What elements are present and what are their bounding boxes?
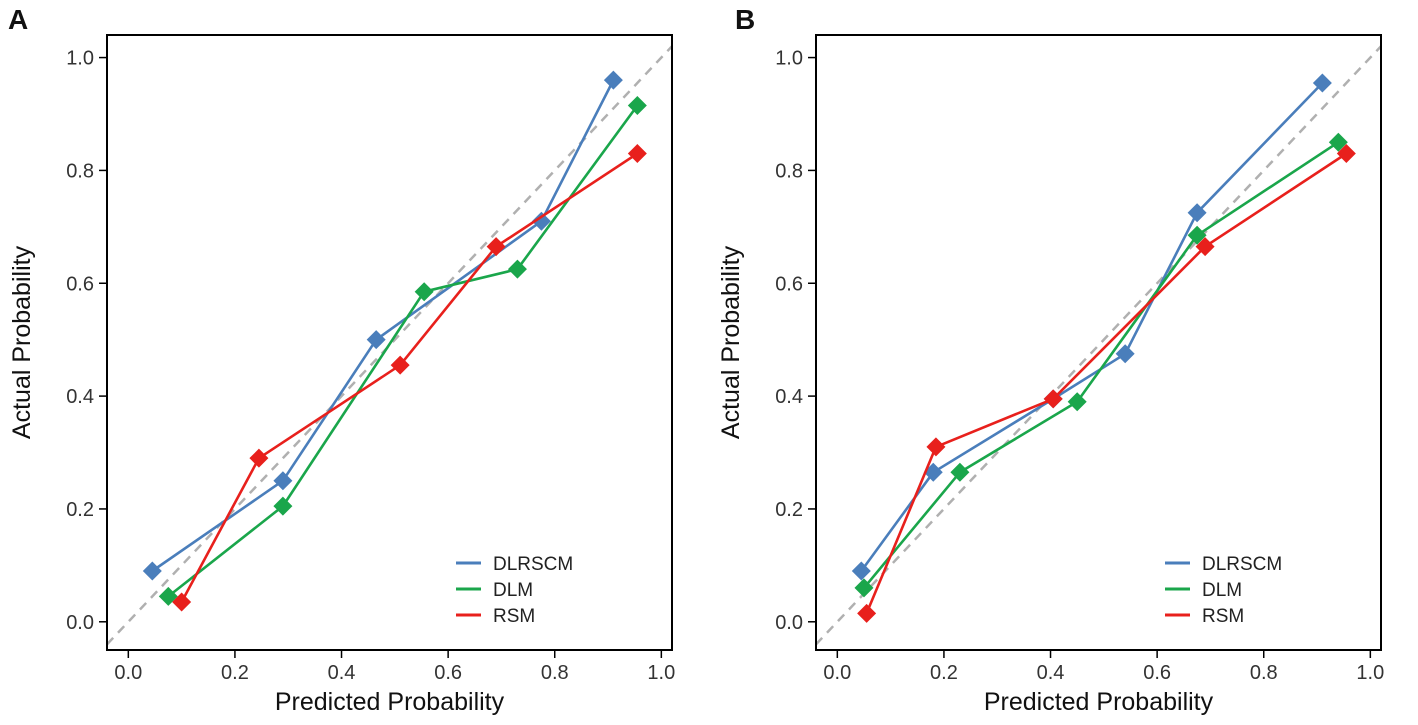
data-point-dlrscm bbox=[366, 330, 386, 350]
y-tick-label: 0.8 bbox=[775, 160, 803, 182]
y-tick-label: 0.6 bbox=[66, 273, 94, 295]
series-line-dlrscm bbox=[860, 82, 1324, 572]
legend-label-dlm: DLM bbox=[1202, 580, 1242, 601]
data-point-dlm bbox=[854, 578, 874, 598]
legend-label-dlm: DLM bbox=[493, 580, 533, 601]
y-tick-label: 0.6 bbox=[775, 273, 803, 295]
y-tick-label: 0.4 bbox=[775, 386, 803, 408]
data-point-dlm bbox=[627, 96, 647, 116]
data-point-dlrscm bbox=[531, 211, 551, 231]
x-tick-label: 0.2 bbox=[930, 662, 958, 684]
data-point-dlm bbox=[414, 282, 434, 302]
data-point-rsm bbox=[390, 355, 410, 375]
y-tick-label: 0.0 bbox=[66, 612, 94, 634]
y-tick-label: 0.2 bbox=[775, 499, 803, 521]
legend-label-rsm: RSM bbox=[493, 606, 535, 627]
reference-diagonal-line bbox=[815, 45, 1382, 646]
x-tick-label: 0.4 bbox=[328, 662, 356, 684]
series-line-dlrscm bbox=[151, 79, 615, 573]
chart-svg: 0.0 0.2 0.4 0.6 0.8 1.0 0.0 0.2 0.4 0.6 0.8 1.0 Pred… bbox=[717, 34, 1384, 716]
x-tick-label: 0.6 bbox=[434, 662, 462, 684]
y-tick-label: 1.0 bbox=[775, 48, 803, 70]
data-point-rsm bbox=[486, 237, 506, 257]
y-axis-label: Actual Probability bbox=[8, 245, 36, 439]
legend-label-dlrscm: DLRSCM bbox=[493, 554, 573, 575]
y-tick-label: 0.4 bbox=[66, 386, 94, 408]
plot-frame bbox=[815, 34, 1382, 651]
y-tick-label: 1.0 bbox=[66, 48, 94, 70]
data-point-rsm bbox=[627, 143, 647, 163]
x-tick-label: 0.2 bbox=[221, 662, 249, 684]
data-point-rsm bbox=[172, 592, 192, 612]
x-tick-label: 0.4 bbox=[1037, 662, 1065, 684]
x-axis-label: Predicted Probability bbox=[275, 688, 505, 716]
x-tick-label: 0.8 bbox=[541, 662, 569, 684]
x-tick-label: 0.0 bbox=[114, 662, 142, 684]
series-line-rsm bbox=[865, 152, 1348, 614]
x-tick-label: 0.8 bbox=[1250, 662, 1278, 684]
x-axis-label: Predicted Probability bbox=[984, 688, 1214, 716]
data-point-dlm bbox=[950, 462, 970, 482]
data-point-dlrscm bbox=[851, 561, 871, 581]
data-point-rsm bbox=[1336, 143, 1356, 163]
series-line-dlm bbox=[862, 141, 1340, 589]
data-point-dlrscm bbox=[1115, 344, 1135, 364]
data-point-dlrscm bbox=[603, 70, 623, 90]
data-point-rsm bbox=[1195, 237, 1215, 257]
data-point-rsm bbox=[857, 603, 877, 623]
legend-label-dlrscm: DLRSCM bbox=[1202, 554, 1282, 575]
data-point-rsm bbox=[249, 448, 269, 468]
data-point-dlrscm bbox=[1187, 203, 1207, 223]
y-axis-label: Actual Probability bbox=[717, 245, 745, 439]
x-tick-label: 1.0 bbox=[1356, 662, 1384, 684]
chart-svg: 0.0 0.2 0.4 0.6 0.8 1.0 0.0 0.2 0.4 0.6 0.8 1.0 Pred… bbox=[8, 34, 675, 716]
series-line-dlm bbox=[167, 104, 639, 598]
x-tick-label: 1.0 bbox=[647, 662, 675, 684]
data-point-dlrscm bbox=[1312, 73, 1332, 93]
x-tick-label: 0.0 bbox=[823, 662, 851, 684]
data-point-dlm bbox=[1067, 392, 1087, 412]
data-point-rsm bbox=[1043, 389, 1063, 409]
data-point-rsm bbox=[926, 437, 946, 457]
panel-label: A bbox=[8, 4, 29, 35]
calibration-chart-a: A 0.0 0.2 0.4 0.6 0.8 1.0 0.0 0.2 0.4 0.6 0.8 1.0 Pr… bbox=[8, 4, 675, 716]
calibration-chart-b: B 0.0 0.2 0.4 0.6 0.8 1.0 0.0 0.2 0.4 0.6 0.8 1.0 Pr… bbox=[709, 0, 1418, 725]
y-tick-label: 0.2 bbox=[66, 499, 94, 521]
legend-label-rsm: RSM bbox=[1202, 606, 1244, 627]
data-point-dlm bbox=[273, 496, 293, 516]
plot-frame bbox=[106, 34, 673, 651]
data-point-dlm bbox=[1187, 225, 1207, 245]
data-point-dlm bbox=[1328, 132, 1348, 152]
y-tick-label: 0.0 bbox=[775, 612, 803, 634]
series-line-rsm bbox=[180, 152, 639, 603]
data-point-dlm bbox=[507, 259, 527, 279]
panel-label: B bbox=[735, 4, 756, 35]
y-tick-label: 0.8 bbox=[66, 160, 94, 182]
x-tick-label: 0.6 bbox=[1143, 662, 1171, 684]
data-point-dlrscm bbox=[142, 561, 162, 581]
data-point-dlrscm bbox=[273, 471, 293, 491]
